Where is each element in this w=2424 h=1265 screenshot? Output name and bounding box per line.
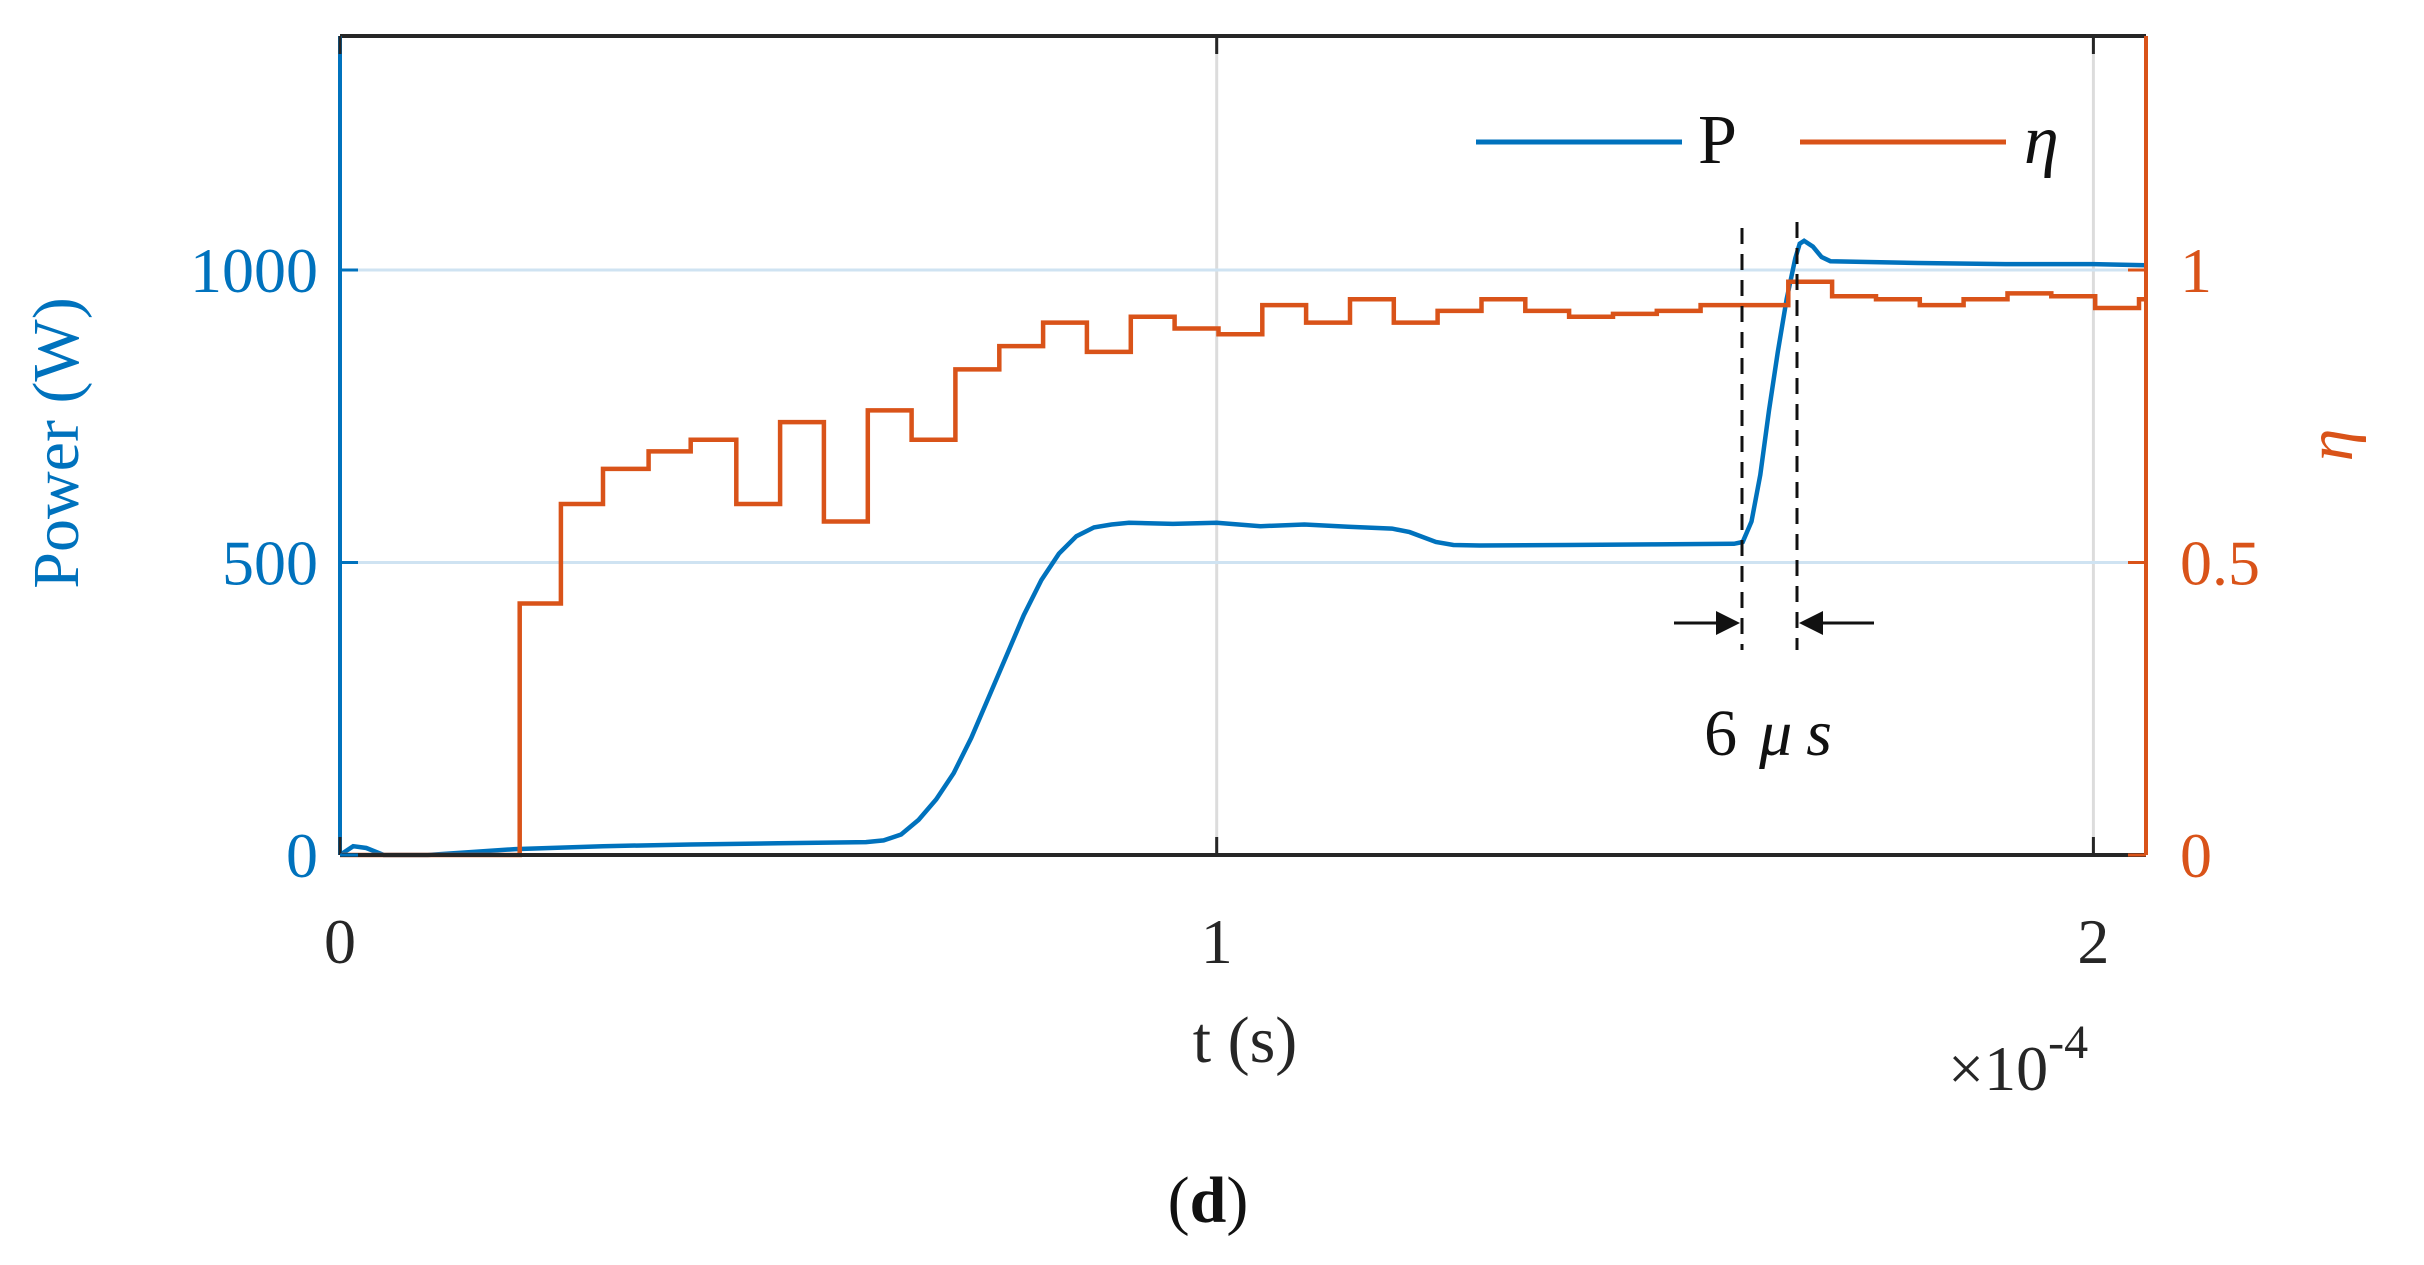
- axes: [338, 34, 2148, 857]
- series-layer: [338, 238, 2147, 858]
- multiplier-base: ×10: [1948, 1033, 2048, 1104]
- x-tick-label-2: 2: [2077, 906, 2109, 977]
- annotation-number: 6: [1704, 697, 1737, 770]
- caption-close: ): [1226, 1164, 1248, 1237]
- y-left-tick-label-2: 1000: [190, 235, 318, 306]
- annotation-unit: s: [1806, 697, 1832, 770]
- annotation-arrow-right-head: [1799, 611, 1823, 635]
- multiplier-exponent: -4: [2048, 1016, 2088, 1069]
- caption-open: (: [1168, 1164, 1190, 1237]
- legend: P η: [1476, 102, 2059, 179]
- legend-label-eta: η: [2024, 102, 2059, 179]
- annotation-arrow-left-head: [1716, 611, 1740, 635]
- y-left-tick-label-0: 0: [286, 820, 318, 891]
- x-tick-label-0: 0: [324, 906, 356, 977]
- grid: [340, 36, 2146, 855]
- y-axis-right-title: η: [2294, 429, 2367, 462]
- y-left-tick-label-1: 500: [222, 528, 318, 599]
- figure-caption: (d): [1168, 1164, 1249, 1237]
- y-axis-left-title: Power (W): [20, 297, 93, 588]
- legend-label-p: P: [1698, 102, 1737, 179]
- annotation-mu: μ: [1758, 697, 1792, 770]
- y-right-tick-label-2: 1: [2180, 235, 2212, 306]
- caption-letter: d: [1190, 1164, 1227, 1237]
- x-axis-multiplier: ×10-4: [1948, 1016, 2088, 1104]
- y-right-tick-label-1: 0.5: [2180, 528, 2260, 599]
- y-right-tick-label-0: 0: [2180, 820, 2212, 891]
- x-tick-label-1: 1: [1201, 906, 1233, 977]
- series-eta-line: [340, 279, 2146, 858]
- x-axis-title: t (s): [1193, 1004, 1297, 1077]
